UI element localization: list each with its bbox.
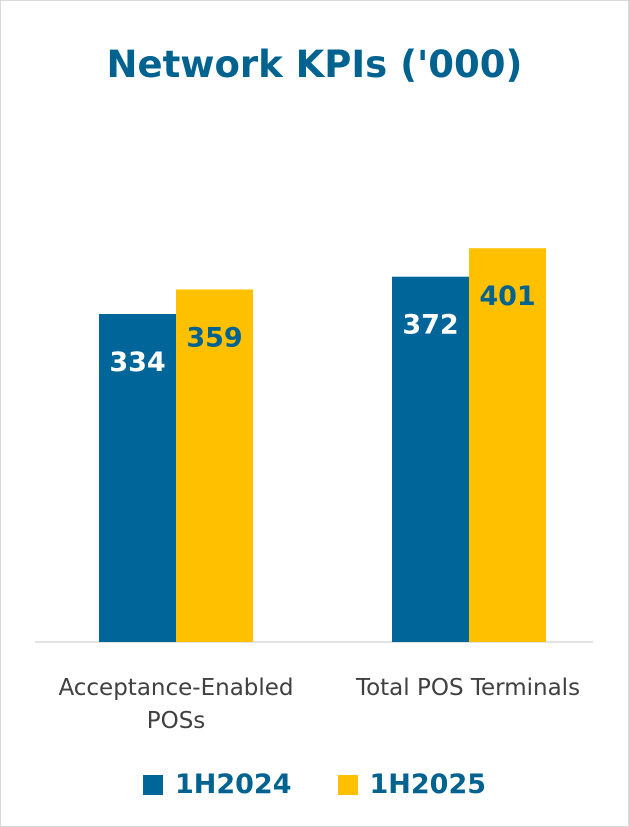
data-label-1h2024-total-pos-terminals: 372 bbox=[402, 310, 458, 341]
bar-1h2024-total-pos-terminals bbox=[392, 276, 469, 642]
legend-swatch-1h2024 bbox=[142, 774, 163, 795]
chart-plot-area: 334 359 372 401 bbox=[35, 248, 593, 643]
chart-title: Network KPIs ('000) bbox=[106, 43, 523, 86]
legend-label-1h2025: 1H2025 bbox=[369, 769, 487, 800]
data-label-1h2025-acceptance-enabled-poss: 359 bbox=[186, 322, 242, 353]
legend-swatch-1h2025 bbox=[337, 774, 358, 795]
data-label-1h2025-total-pos-terminals: 401 bbox=[479, 281, 535, 312]
bar-1h2025-total-pos-terminals bbox=[469, 248, 546, 642]
category-label-acceptance-enabled-poss: Acceptance-Enabled POSs bbox=[58, 675, 294, 734]
legend-label-1h2024: 1H2024 bbox=[174, 769, 292, 800]
legend-item-1h2024: 1H2024 bbox=[142, 769, 292, 800]
category-label-total-pos-terminals: Total POS Terminals bbox=[355, 675, 581, 701]
data-label-1h2024-acceptance-enabled-poss: 334 bbox=[109, 347, 165, 378]
bar-1h2025-acceptance-enabled-poss bbox=[176, 289, 253, 642]
legend-item-1h2025: 1H2025 bbox=[337, 769, 487, 800]
bar-1h2024-acceptance-enabled-poss bbox=[99, 314, 176, 642]
chart-legend: 1H2024 1H2025 bbox=[1, 769, 628, 800]
